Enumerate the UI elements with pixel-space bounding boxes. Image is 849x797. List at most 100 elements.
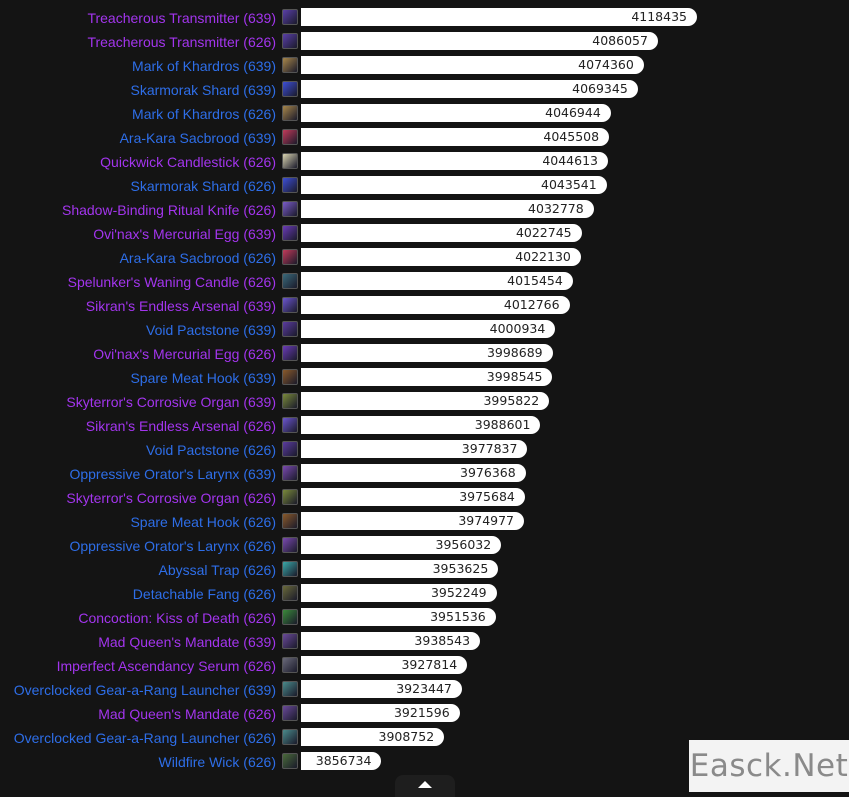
item-label[interactable]: Mark of Khardros (639) <box>132 58 276 74</box>
bar-row: Quickwick Candlestick (626) 4044613 <box>0 150 849 174</box>
bar-value-label: 3974977 <box>458 513 515 528</box>
bar-value-label: 3952249 <box>430 585 487 600</box>
item-label[interactable]: Quickwick Candlestick (626) <box>100 154 276 170</box>
item-icon <box>282 417 298 433</box>
bar: 4022130 <box>301 248 581 266</box>
bar-row: Oppressive Orator's Larynx (626) 3956032 <box>0 534 849 558</box>
item-label[interactable]: Overclocked Gear-a-Rang Launcher (626) <box>13 730 276 746</box>
item-icon <box>282 393 298 409</box>
bar: 3953625 <box>301 560 499 578</box>
bar-row: Mark of Khardros (639) 4074360 <box>0 54 849 78</box>
bar-value-label: 3856734 <box>315 753 372 768</box>
item-label[interactable]: Spare Meat Hook (639) <box>130 370 276 386</box>
item-icon <box>282 225 298 241</box>
bar-value-label: 4069345 <box>572 81 628 96</box>
item-label[interactable]: Void Pactstone (639) <box>146 322 276 338</box>
bar-value-label: 4046944 <box>545 105 601 120</box>
item-label[interactable]: Sikran's Endless Arsenal (639) <box>85 298 276 314</box>
item-label[interactable]: Ovi'nax's Mercurial Egg (626) <box>93 346 276 362</box>
bar: 3974977 <box>301 512 525 530</box>
bar-value-label: 3977837 <box>461 441 518 456</box>
item-label[interactable]: Spare Meat Hook (626) <box>130 514 276 530</box>
bar: 4086057 <box>301 32 658 50</box>
bar-row: Ara-Kara Sacbrood (626) 4022130 <box>0 246 849 270</box>
bar-row: Mark of Khardros (626) 4046944 <box>0 102 849 126</box>
bar-value-label: 3908752 <box>378 729 435 744</box>
bar-value-label: 4086057 <box>592 33 648 48</box>
bar-row: Skarmorak Shard (639) 4069345 <box>0 78 849 102</box>
bar-row: Detachable Fang (626) 3952249 <box>0 582 849 606</box>
item-label[interactable]: Treacherous Transmitter (626) <box>87 34 276 50</box>
item-icon <box>282 489 298 505</box>
item-icon <box>282 561 298 577</box>
bar-value-label: 4045508 <box>543 129 600 144</box>
item-label[interactable]: Overclocked Gear-a-Rang Launcher (639) <box>13 682 276 698</box>
bar: 4022745 <box>301 224 582 242</box>
bar-value-label: 4043541 <box>541 177 597 192</box>
chevron-up-icon <box>418 781 432 788</box>
bar-row: Mad Queen's Mandate (626) 3921596 <box>0 702 849 726</box>
bar-row: Abyssal Trap (626) 3953625 <box>0 558 849 582</box>
item-icon <box>282 465 298 481</box>
bar-value-label: 4000934 <box>489 321 546 336</box>
watermark: Easck.Net <box>689 740 849 792</box>
bar: 3921596 <box>301 704 460 722</box>
item-icon <box>282 681 298 697</box>
item-label[interactable]: Concoction: Kiss of Death (626) <box>78 610 276 626</box>
item-icon <box>282 441 298 457</box>
bar: 3908752 <box>301 728 445 746</box>
item-icon <box>282 81 298 97</box>
item-label[interactable]: Spelunker's Waning Candle (626) <box>67 274 276 290</box>
bar-value-label: 3988601 <box>474 417 531 432</box>
item-label[interactable]: Abyssal Trap (626) <box>158 562 277 578</box>
bar-value-label: 3998545 <box>486 369 543 384</box>
item-label[interactable]: Shadow-Binding Ritual Knife (626) <box>61 202 276 218</box>
item-icon <box>282 33 298 49</box>
item-label[interactable]: Oppressive Orator's Larynx (626) <box>69 538 276 554</box>
bar: 4074360 <box>301 56 644 74</box>
item-label[interactable]: Ara-Kara Sacbrood (639) <box>119 130 276 146</box>
item-label[interactable]: Void Pactstone (626) <box>146 442 276 458</box>
item-label[interactable]: Skarmorak Shard (626) <box>130 178 276 194</box>
bar-value-label: 3953625 <box>432 561 489 576</box>
bar: 3988601 <box>301 416 541 434</box>
bar: 3856734 <box>301 752 382 770</box>
bar: 3927814 <box>301 656 468 674</box>
item-icon <box>282 177 298 193</box>
item-label[interactable]: Wildfire Wick (626) <box>158 754 276 770</box>
item-label[interactable]: Mad Queen's Mandate (639) <box>98 634 276 650</box>
item-label[interactable]: Mad Queen's Mandate (626) <box>98 706 276 722</box>
bar-row: Sikran's Endless Arsenal (639) 4012766 <box>0 294 849 318</box>
bar-row: Treacherous Transmitter (639) 4118435 <box>0 6 849 30</box>
bar: 3956032 <box>301 536 502 554</box>
bar-row: Spelunker's Waning Candle (626) 4015454 <box>0 270 849 294</box>
item-label[interactable]: Ovi'nax's Mercurial Egg (639) <box>93 226 276 242</box>
item-label[interactable]: Skyterror's Corrosive Organ (626) <box>66 490 276 506</box>
item-label[interactable]: Ara-Kara Sacbrood (626) <box>119 250 276 266</box>
bar: 3952249 <box>301 584 497 602</box>
bar: 4012766 <box>301 296 570 314</box>
bar-value-label: 3956032 <box>435 537 492 552</box>
item-label[interactable]: Mark of Khardros (626) <box>132 106 276 122</box>
bar-value-label: 3927814 <box>401 657 458 672</box>
bar: 3998689 <box>301 344 553 362</box>
bar-value-label: 3975684 <box>459 489 515 504</box>
item-icon <box>282 153 298 169</box>
item-icon <box>282 753 298 769</box>
scroll-to-top-button[interactable] <box>395 775 455 797</box>
bar: 4000934 <box>301 320 556 338</box>
bar: 4069345 <box>301 80 638 98</box>
item-label[interactable]: Treacherous Transmitter (639) <box>87 10 276 26</box>
bar-value-label: 3998689 <box>486 345 543 360</box>
item-label[interactable]: Oppressive Orator's Larynx (639) <box>69 466 276 482</box>
item-label[interactable]: Skarmorak Shard (639) <box>130 82 276 98</box>
bar-row: Mad Queen's Mandate (639) 3938543 <box>0 630 849 654</box>
bar-value-label: 3921596 <box>393 705 450 720</box>
item-label[interactable]: Sikran's Endless Arsenal (626) <box>85 418 276 434</box>
item-label[interactable]: Skyterror's Corrosive Organ (639) <box>66 394 276 410</box>
bar-row: Ara-Kara Sacbrood (639) 4045508 <box>0 126 849 150</box>
bar: 3977837 <box>301 440 528 458</box>
item-label[interactable]: Imperfect Ascendancy Serum (626) <box>56 658 276 674</box>
item-label[interactable]: Detachable Fang (626) <box>132 586 276 602</box>
